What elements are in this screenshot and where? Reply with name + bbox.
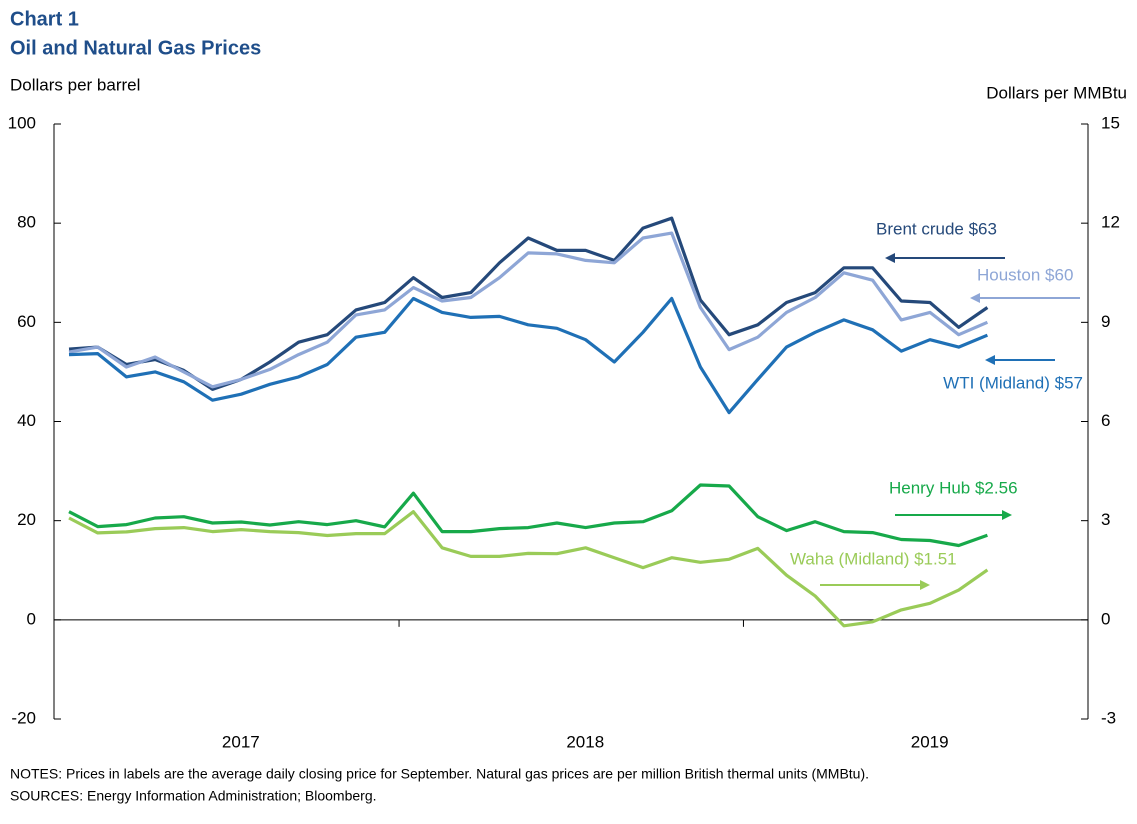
line-series (68, 216, 989, 391)
line-series (68, 510, 989, 628)
legend-label: Houston $60 (977, 265, 1073, 284)
y-tick-label: 40 (17, 411, 36, 430)
y-tick-label: 20 (17, 510, 36, 529)
y2-tick-label: 3 (1101, 510, 1110, 529)
x-tick-label: 2017 (222, 732, 260, 751)
legend-label: Brent crude $63 (876, 219, 997, 238)
legend-label: WTI (Midland) $57 (943, 373, 1083, 392)
y2-tick-label: 9 (1101, 312, 1110, 331)
note: SOURCES: Energy Information Administrati… (10, 788, 377, 804)
y2-tick-label: -3 (1101, 708, 1116, 727)
line-series (68, 296, 989, 415)
y-tick-label: 0 (27, 609, 36, 628)
y-tick-label: 80 (17, 213, 36, 232)
y2-tick-label: 12 (1101, 213, 1120, 232)
y2-tick-label: 0 (1101, 609, 1110, 628)
legend-arrowhead (985, 355, 995, 365)
chart-title: Chart 1 (10, 8, 79, 30)
y2-tick-label: 6 (1101, 411, 1110, 430)
y-axis-label: Dollars per barrel (10, 75, 140, 94)
note: NOTES: Prices in labels are the average … (10, 766, 869, 782)
line-series (68, 231, 989, 389)
y-tick-label: 60 (17, 312, 36, 331)
chart-subtitle: Oil and Natural Gas Prices (10, 37, 261, 59)
legend-arrowhead (1002, 510, 1012, 520)
x-tick-label: 2018 (566, 732, 604, 751)
legend-arrowhead (920, 580, 930, 590)
y2-tick-label: 15 (1101, 113, 1120, 132)
y-tick-label: -20 (11, 708, 36, 727)
legend-arrowhead (970, 293, 980, 303)
y2-axis-label: Dollars per MMBtu (986, 83, 1127, 102)
legend-label: Henry Hub $2.56 (889, 478, 1018, 497)
y-tick-label: 100 (8, 113, 36, 132)
line-series (68, 483, 988, 548)
legend-arrowhead (885, 253, 895, 263)
x-tick-label: 2019 (911, 732, 949, 751)
legend-label: Waha (Midland) $1.51 (790, 549, 957, 568)
